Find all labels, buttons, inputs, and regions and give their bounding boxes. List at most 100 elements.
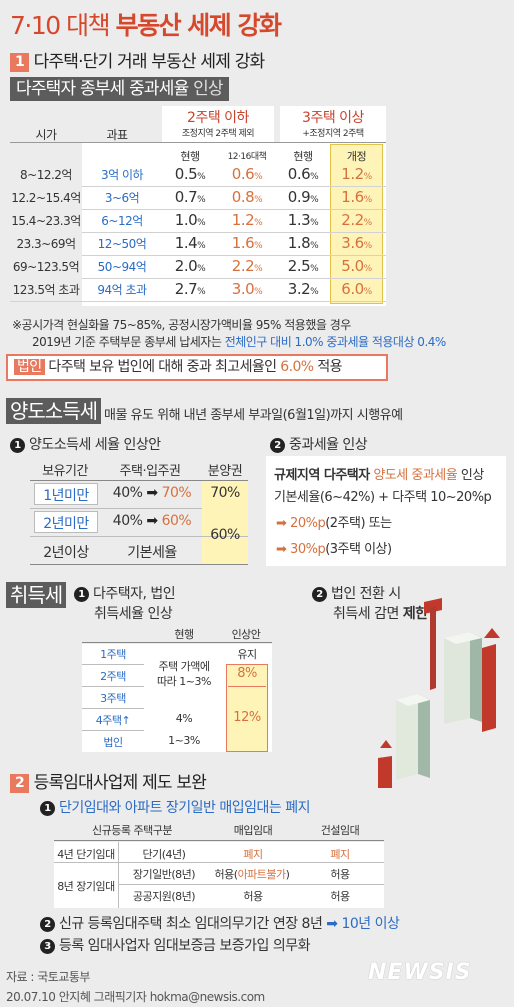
jong-rate-a2: 3.0% [216,279,278,298]
jungkwa-pre: 규제지역 다주택자 [274,468,370,483]
jong-rate-a1: 2.0% [162,256,218,275]
jong-rate-value: 0.6 [287,165,311,183]
jungkwa-hl: 양도세 중과세율 [373,468,458,483]
jong-rate-value: 1.4 [174,234,198,252]
jongbuse-bar-thin: 인상 [193,79,223,99]
rental-r2-m-hl: 아파트불가 [237,868,287,881]
row-divider [10,186,386,187]
arrow-right-icon: ➡ [326,916,338,932]
jong-rate-unit: % [254,287,263,297]
arrow-right-icon: ➡ [276,542,287,557]
rental-r2-m-pre: 허용( [214,868,239,881]
jong-rate-a1: 0.5% [162,164,218,183]
jongbuse-bar: 다주택자 종부세 중과세율 인상 [10,77,229,101]
chwid-row-4: 4주택↑ [95,714,131,727]
rental-r1-group: 4년 단기임대 [57,848,115,861]
jong-rate-unit: % [254,264,263,274]
rental-r1-type: 단기(4년) [142,848,186,861]
jong-rate-unit: % [254,218,263,228]
rental-r2-c: 허용 [330,868,350,881]
jong-gwapyo: 50~94억 [97,260,147,274]
chwid-sub2-num: 2 [312,586,327,602]
arrow-right-icon: ➡ [146,485,158,501]
chwid-new-box [226,664,268,752]
sub-col-a1: 현행 [180,150,200,163]
sec2-item2-hl: 10년 이상 [341,916,400,932]
jong-rate-b2: 5.0% [330,256,383,275]
jong-rate-value: 1.6 [231,234,255,252]
corp-end: 적용 [317,359,342,375]
sec2-item2: 2 신규 등록임대주택 최소 임대의무기간 연장 8년 ➡ 10년 이상 [40,913,400,933]
jong-rate-b1: 0.6% [276,164,330,183]
sec2-item1-num: 1 [40,800,55,816]
jong-rate-value: 2.2 [231,257,255,275]
jong-rate-b2: 1.2% [330,164,383,183]
group-a-sub: 조정지역 2주택 제외 [181,129,255,139]
jong-rate-b2: 6.0% [330,279,383,298]
col-gwapyo: 과표 [106,128,128,142]
jong-rate-a2: 1.6% [216,233,278,252]
jong-row-bg [10,209,82,232]
jong-rate-unit: % [363,195,373,205]
chwid-now-a: 주택 가액에 [158,660,210,673]
yangdo-col-0: 보유기간 [42,464,88,479]
yangdo-sub1-text: 양도소득세 세율 인상안 [28,437,161,453]
group-b-sub: +조정지역 2주택 [302,129,364,139]
yangdo-r1-period: 1년미만 [43,488,89,504]
chwid-table: 현행 인상안 1주택 2주택 3주택 4주택↑ 법인 주택 가액에 따라 1~3… [82,626,272,754]
rental-r2-type: 장기일반(8년) [132,868,196,881]
jong-rate-unit: % [197,218,206,228]
chwid-sub1-num: 1 [74,586,89,602]
jong-rate-unit: % [363,264,373,274]
yangdo-sub2: 2 중과세율 인상 [270,434,368,454]
yangdo-r3-text: 기본세율 [127,545,177,561]
jong-rate-value: 1.3 [287,211,311,229]
corp-box: 법인 다주택 보유 법인에 대해 중과 최고세율인 6.0% 적용 [6,354,388,381]
yangdo-note: 매물 유도 위해 내년 종부세 부과일(6월1일)까지 시행유예 [104,408,403,423]
title-date: 7·10 대책 [10,11,111,40]
group-b-header [280,106,386,142]
note-2: 2019년 기준 주택부문 종부세 납세자는 전체인구 대비 1.0% 중과세율… [32,333,446,350]
jong-rate-a1: 0.7% [162,187,218,206]
jong-rate-unit: % [197,195,206,205]
sec2-item2-num: 2 [40,916,55,932]
jong-rate-b1: 3.2% [276,279,330,298]
row-divider [10,209,386,210]
rental-col-0: 신규등록 주택구분 [92,824,172,837]
yangdo-r2-from: 40% [112,513,143,529]
sec2-heading: 2 등록임대사업제 제도 보완 [10,768,207,793]
yangdo-r1-bun: 70% [210,485,240,501]
jong-rate-unit: % [363,287,373,297]
chwid-sub1-line1: 다주택자, 법인 [92,586,176,602]
arrow-right-icon: ➡ [276,516,287,531]
jong-rate-value: 0.9 [287,188,311,206]
chwid-row-1: 1주택 [100,648,126,661]
jong-rate-a1: 1.4% [162,233,218,252]
page-title: 7·10 대책 부동산 세제 강화 [10,6,282,42]
chwid-tag: 취득세 [6,582,67,608]
rental-r3-type: 공공지원(8년) [132,890,196,903]
jong-rate-value: 1.0 [174,211,198,229]
yangdo-r3-period: 2년이상 [43,545,89,561]
rental-r3-m: 허용 [243,890,263,903]
yangdo-r1-rates: 40% ➡ 70% [102,485,202,501]
chwid-new-1: 유지 [237,648,257,661]
sec2-item3: 3 등록 임대사업자 임대보증금 보증가입 의무화 [40,935,310,955]
chwid-col-new: 인상안 [231,628,261,641]
sec2-item3-num: 3 [40,938,55,954]
jong-rate-value: 1.8 [287,234,311,252]
jong-rate-b1: 1.3% [276,210,330,229]
sec1-heading-text: 다주택·단기 거래 부동산 세제 강화 [33,52,266,72]
corp-text: 다주택 보유 법인에 대해 중과 최고세율인 [48,359,277,375]
jong-rate-unit: % [310,264,319,274]
rental-r2-m-end: ) [285,868,290,881]
rental-r3-c: 허용 [330,890,350,903]
jungkwa-3ju: (3주택 이상) [325,542,392,557]
sub-col-a2: 12·16대책 [227,152,267,162]
jong-rate-value: 0.5 [174,165,198,183]
title-main: 부동산 세제 강화 [115,11,282,40]
credit: 20.07.10 안지혜 그래픽기자 hokma@newsis.com [6,990,265,1004]
jong-rate-unit: % [363,241,373,251]
jong-rate-unit: % [310,195,319,205]
rental-r2-m: 허용(아파트불가) [202,866,302,882]
